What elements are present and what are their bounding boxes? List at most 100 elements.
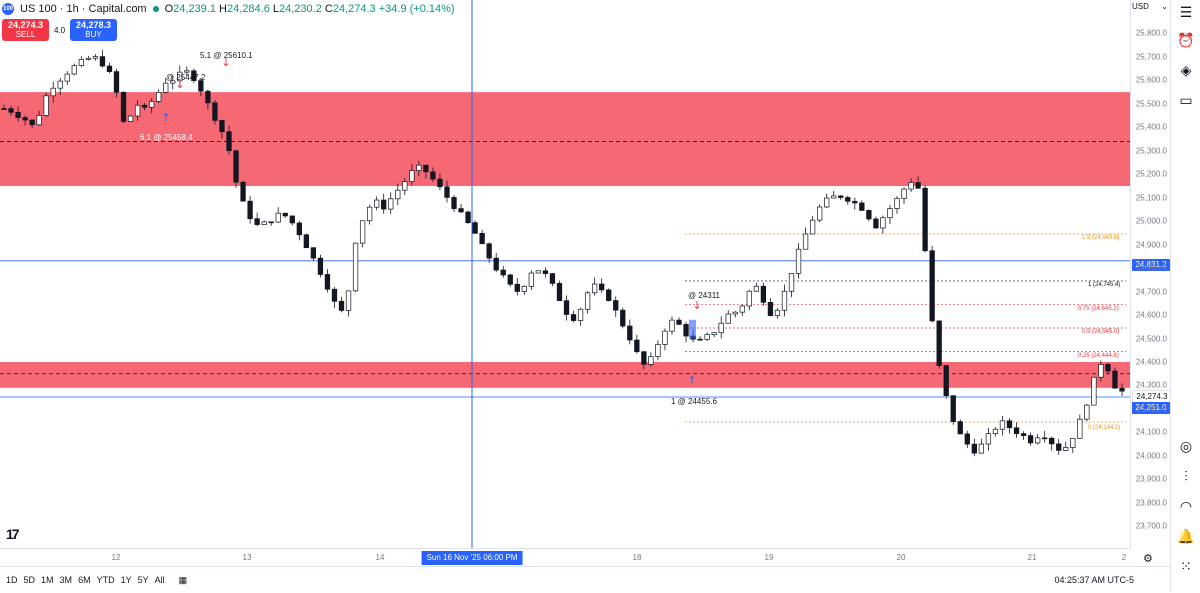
symbol-name[interactable]: US 100 · 1h · Capital.com: [20, 3, 147, 15]
sell-button[interactable]: 24,274.3 SELL: [2, 19, 49, 41]
candle-body: [472, 222, 478, 234]
candle-body: [704, 334, 710, 340]
buy-button[interactable]: 24,278.3 BUY: [70, 19, 117, 41]
price-tick-label: 25,000.0: [1135, 216, 1167, 226]
candle-body: [936, 320, 942, 366]
candle-body: [563, 300, 570, 315]
watchlist-icon[interactable]: ☰: [1179, 3, 1193, 20]
price-tick-label: 25,300.0: [1135, 146, 1167, 156]
candle-body: [584, 292, 591, 310]
candle-body: [465, 211, 471, 223]
candle-body: [8, 108, 14, 113]
candle-body: [331, 288, 338, 302]
time-tick-label: 18: [632, 553, 642, 562]
candle-body: [634, 339, 640, 353]
candle-body: [1105, 364, 1111, 372]
position-highlight: [689, 319, 696, 339]
candle-body: [1027, 435, 1034, 444]
candle-body: [268, 221, 274, 224]
candle-body: [774, 309, 781, 316]
candle-body: [254, 218, 260, 225]
range-button-1y[interactable]: 1Y: [120, 575, 132, 585]
currency-selector[interactable]: USD ⌄: [1132, 2, 1168, 11]
price-tick-label: 24,200.0: [1135, 404, 1167, 414]
price-tick-label: 24,800.0: [1135, 263, 1167, 273]
trade-annotation: 6.1 @ 25458.4: [140, 133, 193, 142]
range-button-1d[interactable]: 1D: [6, 575, 18, 585]
fib-label: 0.5 (24,545.0): [1082, 329, 1120, 335]
grid-menu-icon[interactable]: ⁙: [1180, 557, 1192, 574]
chat-icon[interactable]: ▭: [1179, 91, 1193, 108]
candle-body: [317, 257, 324, 275]
symbol-logo[interactable]: 100: [2, 3, 14, 15]
range-button-ytd[interactable]: YTD: [96, 575, 115, 585]
signal-icon[interactable]: ⫶: [1184, 467, 1188, 484]
candle-body: [880, 217, 886, 229]
candle-body: [514, 283, 520, 292]
price-tick-label: 25,800.0: [1135, 28, 1167, 38]
candle-body: [212, 102, 218, 121]
candle-body: [577, 308, 584, 321]
candle-body: [591, 283, 598, 294]
tradingview-logo[interactable]: 17: [6, 526, 20, 542]
status-dot-icon: [152, 6, 159, 12]
price-tick-label: 24,700.0: [1135, 287, 1167, 297]
settings-gear-icon[interactable]: ⚙: [1143, 553, 1153, 565]
time-tick-label: 14: [375, 553, 385, 562]
fib-label: 0.25 (24,444.8): [1078, 353, 1119, 359]
candle-body: [233, 150, 239, 183]
candle-body: [1013, 427, 1020, 434]
candle-body: [451, 197, 457, 209]
time-tick-label: 21: [1027, 553, 1037, 562]
broadcast-icon[interactable]: ◠: [1179, 497, 1193, 514]
candle-body: [802, 233, 809, 250]
candle-body: [92, 56, 99, 59]
alarm-icon[interactable]: ⏰: [1177, 31, 1195, 48]
chart-plot-area[interactable]: ↓ ↓ ↑ ↓ ↑: [0, 0, 1130, 548]
candle-body: [852, 200, 858, 204]
range-button-6m[interactable]: 6M: [78, 575, 91, 585]
time-tick-label: 13: [242, 553, 252, 562]
range-button-all[interactable]: All: [154, 575, 165, 585]
candle-body: [613, 300, 619, 311]
time-axis[interactable]: Sun 16 Nov '25 06:00 PM 12 13 14 18 19 20 21 2: [0, 548, 1130, 567]
price-tick-label: 25,400.0: [1135, 122, 1167, 132]
candle-body: [816, 206, 823, 221]
range-button-3m[interactable]: 3M: [59, 575, 73, 585]
trade-annotation: 5.1 @ 25610.1: [200, 51, 253, 60]
candle-body: [824, 197, 830, 208]
candle-body: [85, 57, 92, 60]
target-icon[interactable]: ◎: [1179, 437, 1193, 454]
range-button-1m[interactable]: 1M: [41, 575, 54, 585]
trade-arrow-icon: ↓: [221, 56, 230, 69]
bell-icon[interactable]: 🔔: [1177, 527, 1195, 544]
price-axis[interactable]: 24,831.2 24,274.3 24,251.0 25,800.0 25,70…: [1130, 0, 1172, 548]
candle-body: [535, 270, 542, 274]
candlestick-chart[interactable]: ↓ ↓ ↑ ↓ ↑: [0, 0, 1130, 548]
candle-body: [521, 286, 527, 292]
time-tick-label: 19: [764, 553, 774, 562]
supply-demand-zone: [0, 92, 1130, 186]
candle-body: [662, 330, 668, 345]
candle-body: [1084, 404, 1090, 420]
candle-body: [620, 309, 626, 327]
price-tick-label: 25,700.0: [1135, 52, 1167, 62]
range-button-5d[interactable]: 5D: [23, 575, 36, 585]
bottom-toolbar: 1D 5D 1M 3M 6M YTD 1Y 5Y All ▦ 04:25:37 AM UTC-5: [0, 566, 1170, 593]
candle-body: [324, 274, 331, 290]
fib-label: 0.75 (24,645.2): [1078, 306, 1119, 312]
candle-body: [345, 290, 352, 311]
layers-icon[interactable]: ◈: [1180, 61, 1192, 78]
trade-annotation: 1 @ 24455.6: [671, 397, 717, 406]
candle-body: [767, 301, 774, 316]
time-tick-label: 2: [1121, 553, 1127, 562]
candle-body: [493, 257, 499, 271]
range-button-5y[interactable]: 5Y: [137, 575, 149, 585]
candle-body: [1056, 443, 1062, 451]
calendar-icon[interactable]: ▦: [178, 574, 188, 585]
fib-label: 1 (24,745.4): [1088, 282, 1121, 288]
candle-body: [528, 272, 535, 287]
clock[interactable]: 04:25:37 AM UTC-5: [1054, 575, 1134, 585]
candle-body: [655, 344, 661, 357]
candle-body: [1119, 387, 1125, 392]
